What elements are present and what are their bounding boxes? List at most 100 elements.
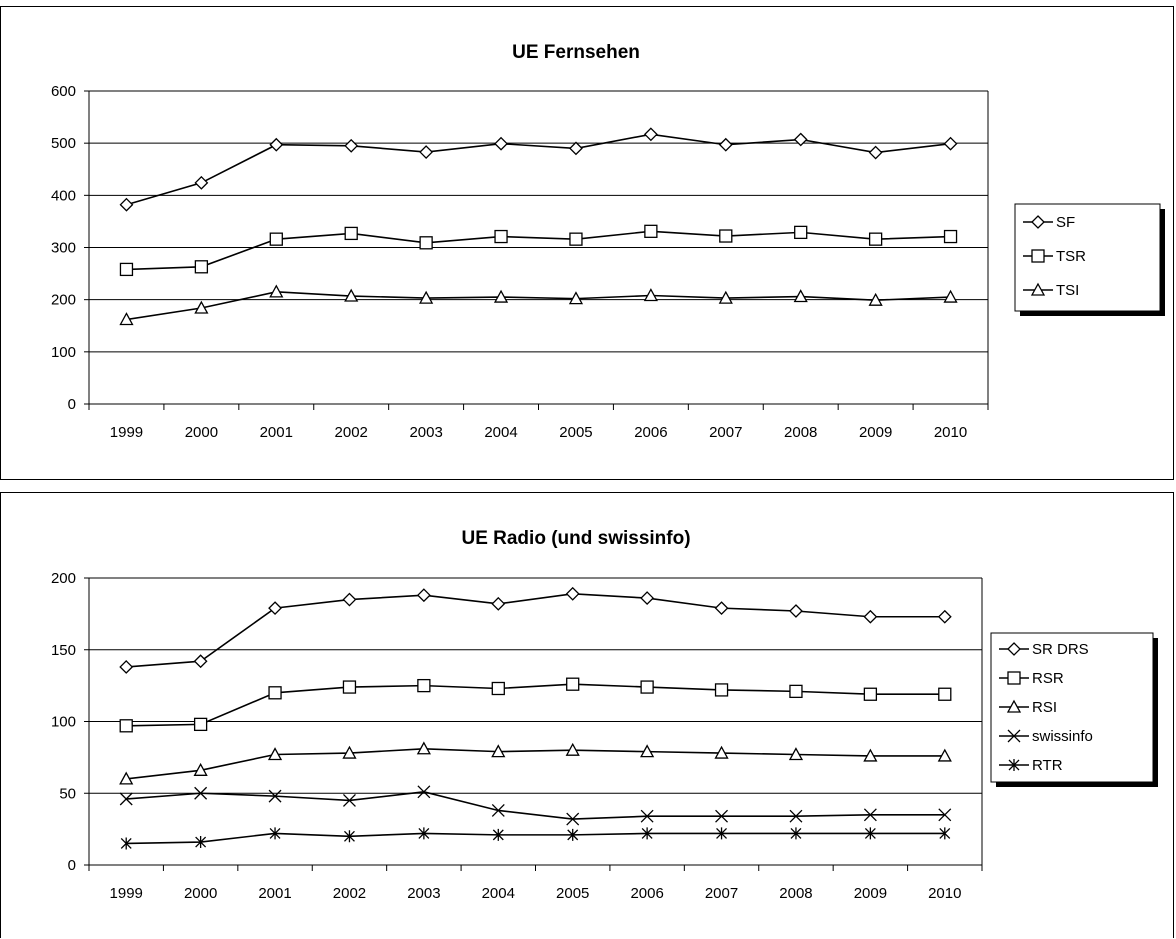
data-point-sr-drs [416,588,431,603]
data-point-rtr [567,828,579,841]
legend-item-rsr: RSR [999,670,1064,687]
data-point-tsr [194,260,209,274]
data-point-swissinfo [715,809,729,823]
data-point-tsr [269,232,283,246]
series-rsr [119,677,952,733]
legend-item-tsi: TSI [1023,282,1079,299]
legend-item-swissinfo: swissinfo [999,728,1093,745]
data-point-tsi [793,289,808,303]
legend-item-rtr: RTR [999,757,1063,774]
legend-marker [1030,282,1046,296]
x-tick-label: 2009 [859,424,892,441]
data-point-rsr [640,680,654,694]
y-tick-label: 0 [68,857,76,874]
x-tick-label: 2006 [634,424,667,441]
data-point-swissinfo [194,786,208,800]
data-point-sr-drs [565,586,580,601]
x-tick-label: 2007 [709,424,742,441]
series-swissinfo [119,785,952,826]
series-line-swissinfo [126,791,945,820]
series-line-rsi [126,747,945,780]
data-point-rtr [641,827,653,840]
data-point-sr-drs [714,601,729,616]
chart-fernsehen: UE Fernsehen 0 100 200 300 400 500 600 1999 2000 2… [51,42,1165,441]
data-point-sr-drs [193,654,208,669]
x-tick-label: 2001 [258,885,291,902]
x-tick-label: 2003 [409,424,442,441]
data-point-sf [344,138,359,153]
data-point-swissinfo [491,804,505,817]
data-point-tsi [493,289,509,303]
legend-marker [1006,699,1022,713]
data-point-rsi [565,742,580,756]
x-tick-label: 2010 [928,885,961,902]
data-point-rtr [716,827,728,840]
data-point-sf [943,136,958,151]
data-point-rsi [416,741,431,755]
x-tick-label: 1999 [110,424,143,441]
data-point-rsi [491,744,506,758]
data-point-swissinfo [417,785,431,799]
data-point-tsi [344,288,359,302]
data-point-rtr [492,828,504,841]
series-rsi [119,741,952,785]
legend-item-rsi: RSI [999,699,1057,716]
data-point-tsr [569,232,583,246]
legend-marker [1031,215,1045,229]
data-point-tsi [119,312,134,326]
y-tick-label: 200 [51,292,76,309]
series-line-rtr [126,832,945,845]
legend-item-sf: SF [1023,214,1075,231]
data-point-sf [194,175,209,190]
x-tick-label: 2008 [779,885,812,902]
data-point-rsi [342,745,357,759]
data-point-tsi [643,288,658,302]
y-tick-label: 600 [51,83,76,100]
data-point-swissinfo [938,808,952,822]
data-point-swissinfo [640,809,654,823]
data-point-sf [718,137,733,152]
data-point-sr-drs [268,601,282,616]
x-tick-label: 2004 [484,424,517,441]
legend-item-tsr: TSR [1023,248,1086,265]
x-tick-label: 2003 [407,885,440,902]
data-point-rsr [342,680,357,694]
data-point-sr-drs [491,596,506,611]
data-point-tsr [719,229,733,243]
data-point-sr-drs [119,660,134,674]
data-point-sf [793,132,808,147]
y-tick-label: 0 [68,396,76,413]
x-tick-label: 2008 [784,424,817,441]
data-point-rsi [640,744,655,758]
data-point-rsi [937,748,952,762]
data-point-rsr [789,684,803,699]
chart-title: UE Radio (und swissinfo) [461,528,690,549]
data-point-rtr [343,830,355,843]
data-point-sf [269,137,284,152]
y-tick-label: 150 [51,642,76,659]
x-tick-label: 2009 [854,885,887,902]
legend-marker [1007,671,1021,685]
data-point-swissinfo [566,812,580,826]
x-tick-label: 2007 [705,885,738,902]
y-tick-label: 100 [51,714,76,731]
data-point-rtr [195,836,207,849]
chart-panel-radio: UE Radio (und swissinfo) 0 50 100 150 200 1999… [0,492,1174,938]
data-point-rsr [938,687,952,701]
data-point-swissinfo [119,792,133,806]
data-point-rsr [193,717,208,732]
x-tick-label: 1999 [110,885,143,902]
data-point-sr-drs [640,591,655,606]
data-point-sf [643,127,658,142]
data-point-rsi [193,762,208,776]
y-tick-label: 200 [51,570,76,587]
data-point-rsi [863,748,878,762]
legend-marker [1008,759,1020,771]
data-point-rsr [417,678,431,693]
data-point-tsr [494,229,508,244]
series-line-tsr [126,230,951,271]
data-point-tsi [868,292,883,306]
y-tick-label: 500 [51,135,76,152]
legend-label: TSR [1056,248,1086,265]
data-point-swissinfo [342,793,356,807]
